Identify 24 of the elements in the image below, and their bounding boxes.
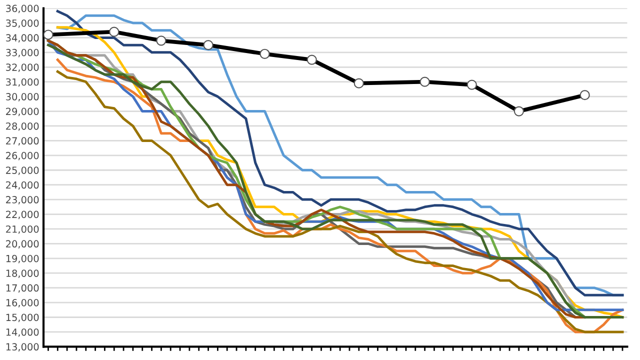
- y-tick-label: 23,000: [6, 196, 39, 204]
- y-tick-label: 27,000: [6, 137, 39, 146]
- y-tick-label: 26,000: [6, 152, 39, 160]
- y-tick-label: 13,000: [6, 343, 39, 352]
- y-tick-label: 36,000: [6, 4, 39, 14]
- y-tick-label: 17,000: [6, 284, 39, 293]
- y-tick-label: 31,000: [6, 78, 39, 87]
- y-tick-label: 14,000: [6, 328, 39, 337]
- y-tick-label: 21,000: [6, 225, 39, 234]
- y-tick-label: 28,000: [6, 122, 39, 131]
- y-tick-label: 32,000: [6, 64, 39, 72]
- y-tick-label: 33,000: [6, 48, 39, 58]
- y-tick-label: 35,000: [6, 19, 39, 28]
- y-tick-label: 34,000: [6, 34, 39, 43]
- y-tick-label: 24,000: [6, 181, 39, 190]
- y-tick-label: 18,000: [6, 270, 39, 278]
- y-tick-label: 29,000: [6, 108, 39, 116]
- y-tick-label: 16,000: [6, 299, 39, 308]
- y-tick-label: 22,000: [6, 210, 39, 220]
- y-tick-label: 20,000: [6, 240, 39, 249]
- y-tick-label: 25,000: [6, 166, 39, 175]
- y-tick-label: 19,000: [6, 254, 39, 264]
- y-tick-label: 15,000: [6, 314, 39, 322]
- y-tick-label: 30,000: [6, 93, 39, 102]
